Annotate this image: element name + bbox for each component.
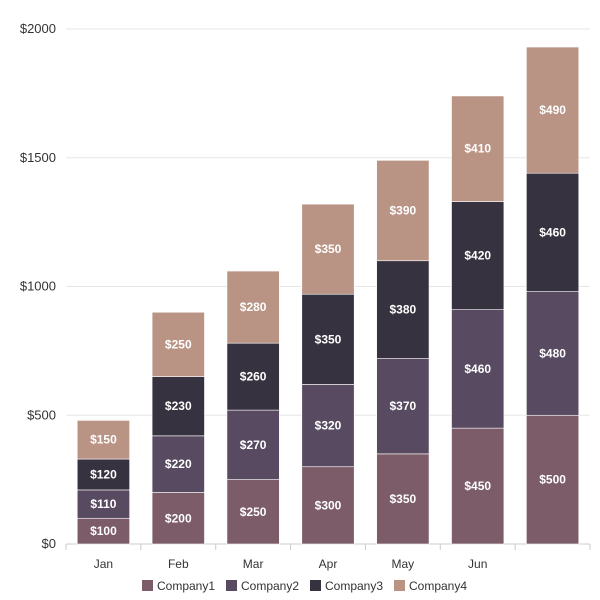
data-label: $110 [90, 497, 116, 511]
bar-segment[interactable] [301, 293, 355, 385]
legend-label: Company1 [157, 579, 215, 593]
data-label: $460 [464, 362, 491, 376]
data-label: $480 [539, 346, 566, 360]
data-label: $230 [165, 399, 192, 413]
legend-item-company3[interactable]: Company3 [310, 579, 383, 593]
x-tick-label: Jan [94, 557, 113, 571]
data-label: $390 [390, 204, 417, 218]
bar-segment[interactable] [376, 453, 430, 545]
y-tick-label: $1500 [20, 150, 56, 165]
y-tick-label: $2000 [20, 21, 56, 36]
data-label: $350 [390, 492, 417, 506]
bar-segment[interactable] [226, 270, 280, 344]
bar-segment[interactable] [301, 203, 355, 295]
data-label: $250 [240, 505, 267, 519]
legend-swatch [310, 580, 321, 591]
y-tick-label: $1000 [20, 279, 56, 294]
bar-segment[interactable] [226, 409, 280, 480]
bar-segment[interactable] [376, 160, 430, 262]
data-label: $300 [315, 498, 342, 512]
data-label: $500 [539, 473, 566, 487]
data-label: $350 [315, 242, 342, 256]
bar-segment[interactable] [76, 517, 130, 545]
data-label: $460 [539, 225, 566, 239]
data-label: $260 [240, 370, 267, 384]
legend-label: Company4 [409, 579, 467, 593]
data-label: $120 [90, 467, 117, 481]
data-label: $200 [165, 511, 192, 525]
bar-segment[interactable] [376, 358, 430, 455]
x-tick-label: Mar [243, 557, 264, 571]
bar-segment[interactable] [451, 201, 505, 310]
legend-item-company1[interactable]: Company1 [142, 579, 215, 593]
legend-label: Company3 [325, 579, 383, 593]
data-label: $410 [464, 142, 491, 156]
data-label: $370 [390, 399, 417, 413]
data-label: $100 [90, 524, 117, 538]
bar-segment[interactable] [76, 458, 130, 491]
bar-segment[interactable] [151, 492, 205, 545]
bar-segment[interactable] [451, 427, 505, 545]
legend-item-company2[interactable]: Company2 [226, 579, 299, 593]
bar-segment[interactable] [301, 466, 355, 545]
bar-segment[interactable] [526, 414, 580, 545]
bar-segment[interactable] [76, 489, 130, 519]
bar-segment[interactable] [526, 291, 580, 416]
y-tick-label: $0 [42, 536, 56, 551]
bar-segment[interactable] [226, 479, 280, 545]
legend-swatch [226, 580, 237, 591]
data-label: $220 [165, 457, 192, 471]
data-label: $150 [90, 433, 117, 447]
data-label: $250 [165, 337, 192, 351]
x-tick-label: Feb [168, 557, 189, 571]
y-tick-label: $500 [27, 407, 56, 422]
legend-swatch [394, 580, 405, 591]
legend-swatch [142, 580, 153, 591]
data-label: $450 [464, 479, 491, 493]
data-label: $280 [240, 300, 267, 314]
legend-item-company4[interactable]: Company4 [394, 579, 467, 593]
data-label: $320 [315, 419, 342, 433]
data-label: $270 [240, 438, 267, 452]
bar-segment[interactable] [451, 95, 505, 202]
data-label: $490 [539, 103, 566, 117]
bar-segment[interactable] [151, 376, 205, 437]
data-label: $420 [464, 249, 491, 263]
bar-segment[interactable] [151, 311, 205, 377]
bar-segment[interactable] [301, 384, 355, 468]
x-tick-label: Apr [319, 557, 338, 571]
x-tick-label: Jun [468, 557, 487, 571]
data-label: $350 [315, 332, 342, 346]
bar-segment[interactable] [526, 46, 580, 174]
bar-segment[interactable] [151, 435, 205, 493]
x-tick-label: May [392, 557, 415, 571]
bar-segment[interactable] [76, 420, 130, 460]
data-label: $380 [390, 303, 417, 317]
bar-segment[interactable] [526, 172, 580, 292]
bar-segment[interactable] [451, 309, 505, 429]
legend-label: Company2 [241, 579, 299, 593]
